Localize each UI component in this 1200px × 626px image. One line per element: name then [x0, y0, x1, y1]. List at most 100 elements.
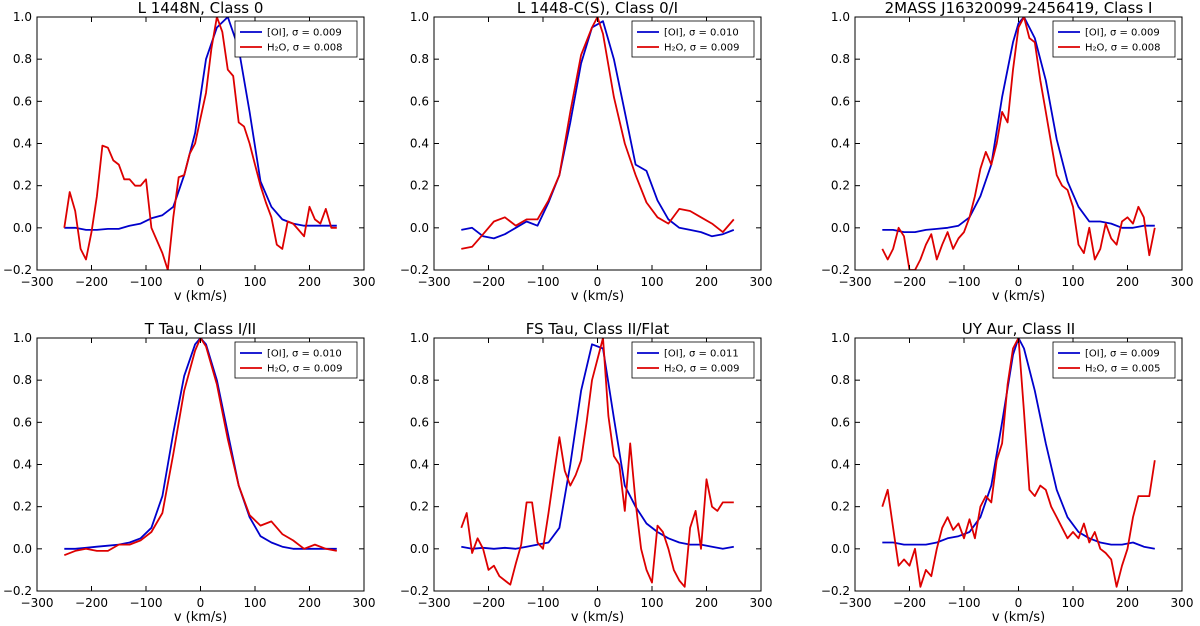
x-tick-label: 0: [594, 275, 602, 289]
x-tick-label: 300: [1171, 275, 1194, 289]
x-tick-label: 200: [298, 596, 321, 610]
y-tick-label: 0.4: [831, 137, 850, 151]
series-group: [881, 338, 1156, 588]
x-tick-label: 300: [750, 275, 773, 289]
y-tick-label: 1.0: [13, 10, 32, 24]
legend: [OI], σ = 0.009 H₂O, σ = 0.008: [234, 20, 358, 58]
y-tick-label: 0.8: [831, 52, 850, 66]
x-tick-label: 200: [695, 275, 718, 289]
x-tick-label: 100: [641, 275, 664, 289]
x-tick-label: 300: [353, 275, 376, 289]
x-tick-label: −200: [75, 275, 108, 289]
legend-label: [OI], σ = 0.010: [664, 28, 739, 39]
x-tick-label: −100: [527, 596, 560, 610]
x-tick-label: −300: [418, 596, 451, 610]
y-tick-label: −0.2: [3, 584, 32, 598]
panel-title: T Tau, Class I/II: [144, 320, 256, 338]
x-tick-label: −100: [527, 275, 560, 289]
legend-label: [OI], σ = 0.009: [267, 28, 342, 39]
panel-title: FS Tau, Class II/Flat: [526, 320, 670, 338]
x-axis-title: v (km/s): [992, 610, 1045, 625]
series-line-oi: [882, 17, 1155, 234]
legend-label: H₂O, σ = 0.009: [267, 364, 342, 375]
series-line-h2o: [461, 17, 735, 250]
axes-frame: [854, 16, 1183, 271]
legend-label: [OI], σ = 0.011: [664, 349, 739, 360]
y-tick-label: 0.6: [13, 94, 32, 108]
legend-label: H₂O, σ = 0.008: [267, 43, 342, 54]
y-tick-label: 0.6: [410, 415, 429, 429]
legend-label: H₂O, σ = 0.009: [664, 364, 739, 375]
y-tick-label: 0.2: [13, 500, 32, 514]
y-tick-label: −0.2: [400, 584, 429, 598]
x-tick-label: 0: [1015, 596, 1023, 610]
y-tick-label: 0.2: [410, 179, 429, 193]
x-tick-label: −100: [130, 596, 163, 610]
y-tick-label: 0.0: [831, 542, 850, 556]
x-axis-title: v (km/s): [992, 289, 1045, 304]
x-tick-label: −300: [21, 596, 54, 610]
y-tick-label: 0.6: [831, 94, 850, 108]
axes-frame: [433, 16, 762, 271]
y-tick-label: 1.0: [13, 331, 32, 345]
legend: [OI], σ = 0.010 H₂O, σ = 0.009: [234, 341, 358, 379]
y-tick-label: 0.0: [13, 221, 32, 235]
x-tick-label: −100: [948, 596, 981, 610]
x-axis-title: v (km/s): [174, 289, 227, 304]
panel-title: L 1448-C(S), Class 0/I: [517, 0, 678, 17]
series-line-oi: [461, 20, 735, 240]
panel-3: 2MASS J16320099-2456419, Class I −300 −200…: [821, 0, 1194, 304]
y-tick-label: 0.0: [13, 542, 32, 556]
x-tick-label: 0: [197, 275, 205, 289]
y-tick-label: 0.0: [410, 221, 429, 235]
y-tick-label: 0.8: [410, 373, 429, 387]
y-tick-label: 0.2: [831, 500, 850, 514]
series-line-h2o: [881, 338, 1156, 588]
legend-label: [OI], σ = 0.009: [1085, 349, 1160, 360]
x-tick-label: −300: [839, 596, 872, 610]
axes-frame: [854, 337, 1183, 592]
y-tick-label: 1.0: [831, 331, 850, 345]
y-tick-label: 0.8: [13, 373, 32, 387]
y-tick-label: 0.4: [13, 458, 32, 472]
legend-label: [OI], σ = 0.009: [1085, 28, 1160, 39]
x-tick-label: −200: [75, 596, 108, 610]
legend-box: [631, 20, 755, 58]
panel-4: T Tau, Class I/II −300 −200 −100 0 100 200 300 −…: [3, 320, 376, 625]
x-tick-label: 100: [244, 596, 267, 610]
x-tick-label: 0: [197, 596, 205, 610]
x-tick-label: −200: [893, 596, 926, 610]
legend-box: [234, 341, 358, 379]
series-line-h2o: [460, 338, 734, 588]
y-tick-label: 0.8: [13, 52, 32, 66]
x-axis-title: v (km/s): [571, 289, 624, 304]
x-tick-label: 200: [695, 596, 718, 610]
x-tick-label: 200: [1116, 596, 1139, 610]
x-tick-label: 0: [1015, 275, 1023, 289]
y-tick-label: 1.0: [831, 10, 850, 24]
legend-box: [631, 341, 755, 379]
y-tick-label: 1.0: [410, 331, 429, 345]
x-tick-label: 300: [1171, 596, 1194, 610]
y-tick-label: 0.6: [13, 415, 32, 429]
panel-1: L 1448N, Class 0 −300 −200 −100 0 100 200 300 −0…: [3, 0, 376, 304]
y-tick-label: 0.2: [831, 179, 850, 193]
y-tick-label: −0.2: [821, 263, 850, 277]
x-tick-label: −200: [472, 596, 505, 610]
y-tick-label: 1.0: [410, 10, 429, 24]
panel-title: L 1448N, Class 0: [138, 0, 264, 17]
y-tick-label: −0.2: [400, 263, 429, 277]
series-line-oi: [882, 338, 1155, 550]
y-tick-label: 0.8: [410, 52, 429, 66]
y-tick-label: 0.2: [410, 500, 429, 514]
x-tick-label: 100: [1062, 275, 1085, 289]
legend-box: [1052, 341, 1176, 379]
y-tick-label: 0.4: [831, 458, 850, 472]
legend: [OI], σ = 0.010 H₂O, σ = 0.009: [631, 20, 755, 58]
panel-2: L 1448-C(S), Class 0/I −300 −200 −100 0 100 20…: [400, 0, 773, 304]
panel-title: 2MASS J16320099-2456419, Class I: [885, 0, 1153, 17]
x-tick-label: 300: [353, 596, 376, 610]
y-tick-label: 0.0: [831, 221, 850, 235]
x-tick-label: −200: [472, 275, 505, 289]
